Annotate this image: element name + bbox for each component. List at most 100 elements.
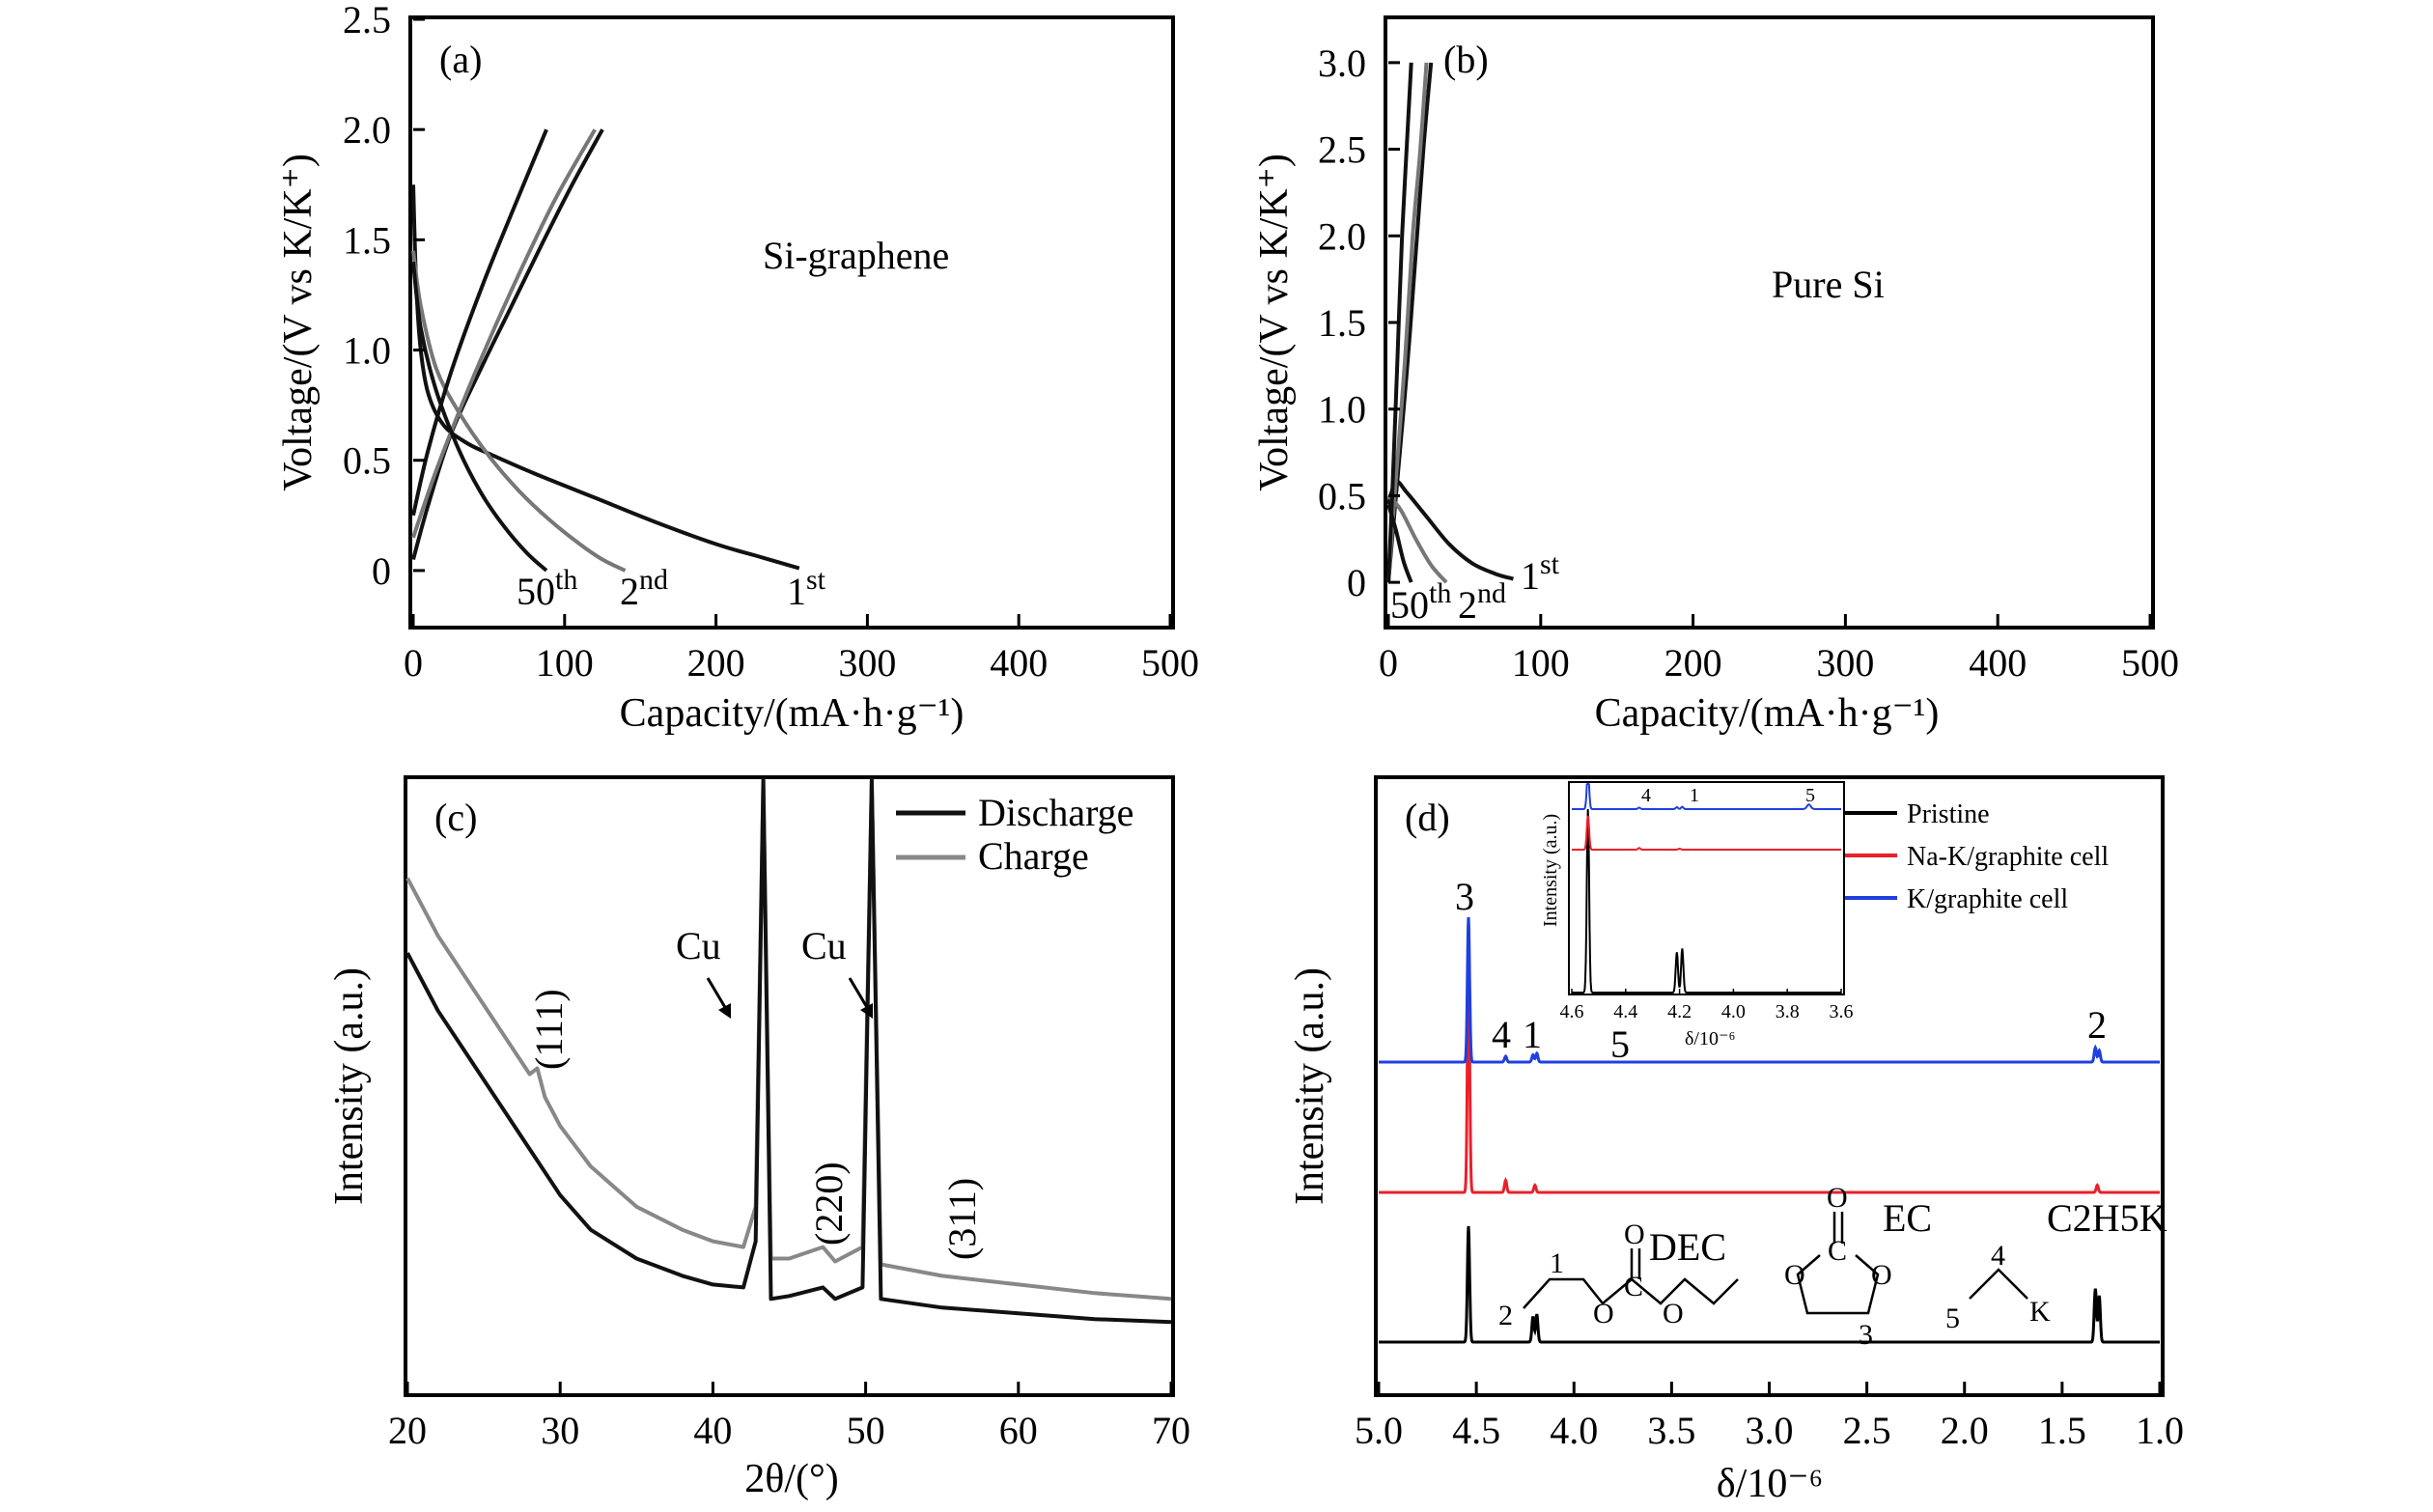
panel-d-x-ticks: 5.0 4.5 4.0 3.5 3.0 2.5 2.0 1.5 1.0 <box>1355 1382 2184 1452</box>
panel-b-ytick-label: 3.0 <box>1318 42 1366 85</box>
legend-label-charge: Charge <box>978 834 1089 878</box>
panel-b-xtick-label: 200 <box>1664 641 1722 685</box>
panel-b-ytick-label: 2.0 <box>1318 214 1366 258</box>
panel-c-x-axis-label: 2θ/(°) <box>744 1457 839 1501</box>
panel-a-cycle-label-50th: 50th <box>517 564 577 613</box>
inset-x-axis-label: δ/10⁻⁶ <box>1685 1028 1736 1050</box>
inset-xtick-label: 4.0 <box>1721 1001 1746 1022</box>
panel-c-cu-label-2: Cu <box>801 924 847 967</box>
panel-c-xtick-label: 50 <box>847 1409 885 1452</box>
c2h5k-structure-diagram <box>1969 1268 2028 1300</box>
panel-c-peak-220: (220) <box>807 1162 851 1246</box>
panel-d-peak-label-2: 2 <box>2087 1003 2107 1047</box>
panel-d-xtick-label: 3.0 <box>1746 1409 1794 1452</box>
panel-a-y-ticks: 0 0.5 1.0 1.5 2.0 2.5 <box>343 0 425 593</box>
inset-curves <box>1572 783 1841 994</box>
panel-a-plot-frame <box>408 15 1175 630</box>
panel-d-plot-frame <box>1374 775 2165 1397</box>
dec-atom-c: C <box>1624 1271 1643 1302</box>
panel-c-y-axis-label: Intensity (a.u.) <box>327 967 372 1205</box>
panel-d-xtick-label: 1.5 <box>2038 1409 2086 1452</box>
panel-c-cu-arrow-1 <box>706 977 728 1010</box>
panel-c-peak-111: (111) <box>527 989 571 1070</box>
c2h5k-atom-5: 5 <box>1945 1302 1960 1334</box>
panel-d-peak-label-4: 4 <box>1492 1013 1511 1056</box>
dec-structure-label: DEC <box>1649 1225 1726 1269</box>
panel-a-annotation: Si-graphene <box>763 234 949 277</box>
panel-a-x-ticks: 0 100 200 300 400 500 <box>404 614 1199 685</box>
ec-atom-o-right: O <box>1871 1259 1892 1291</box>
inset-xtick-label: 4.2 <box>1667 1001 1692 1022</box>
panel-b-cycle-label-50th: 50th <box>1390 577 1451 627</box>
dec-atom-o-left: O <box>1593 1298 1614 1330</box>
panel-b-voltage-profile-pure-si: 0 0.5 1.0 1.5 2.0 2.5 3.0 0 100 200 300 400 500 (b)… <box>1252 15 2179 736</box>
inset-y-axis-label: Intensity (a.u.) <box>1540 814 1561 927</box>
c2h5k-atom-k: K <box>2029 1296 2051 1328</box>
panel-b-xtick-label: 300 <box>1816 641 1874 685</box>
panel-a-ytick-label: 0.5 <box>343 439 391 483</box>
panel-a-cycle-label-2nd: 2nd <box>620 564 668 613</box>
panel-b-label: (b) <box>1443 38 1489 81</box>
ec-structure-diagram <box>1796 1212 1880 1315</box>
panel-b-annotation: Pure Si <box>1772 263 1885 306</box>
panel-a-y-axis-label: Voltage/(V vs K/K⁺) <box>276 154 321 491</box>
panel-c-xtick-label: 40 <box>693 1409 732 1452</box>
inset-series-1 <box>1572 808 1841 994</box>
inset-series-2 <box>1572 815 1841 851</box>
panel-a-xtick-label: 100 <box>536 641 594 685</box>
panel-d-xtick-label: 3.5 <box>1647 1409 1695 1452</box>
panel-b-xtick-label: 500 <box>2121 641 2179 685</box>
panel-a-x-axis-label: Capacity/(mA·h·g⁻¹) <box>620 691 965 736</box>
panel-d-xtick-label: 2.0 <box>1941 1409 1989 1452</box>
panel-a-curve-4 <box>411 128 597 539</box>
panel-c-cu-arrowhead-2 <box>860 1003 873 1019</box>
ec-atom-3: 3 <box>1859 1319 1873 1351</box>
panel-a-ytick-label: 0 <box>372 549 391 593</box>
panel-d-xtick-label: 2.5 <box>1843 1409 1891 1452</box>
panel-d-inset: 4.6 4.4 4.2 4.0 3.8 3.6 Intensity (a.u.) δ/10… <box>1540 781 1854 1050</box>
panel-a-curve-1 <box>411 184 800 571</box>
panel-a-ytick-label: 1.5 <box>343 218 391 262</box>
panel-c-cu-arrowhead-1 <box>718 1003 731 1019</box>
inset-xtick-label: 4.4 <box>1613 1001 1637 1022</box>
dec-atom-1: 1 <box>1550 1247 1564 1279</box>
panel-d-series-1 <box>1379 1225 2160 1344</box>
inset-peak-label-1: 1 <box>1690 785 1699 806</box>
panel-c-legend: Discharge Charge <box>896 791 1133 878</box>
panel-d-xtick-label: 5.0 <box>1355 1409 1403 1452</box>
panel-c-xrd-pattern: 20 30 40 50 60 70 (c) 2θ/(°) Intensity (a.u.)… <box>327 775 1190 1501</box>
ec-atom-o-top: O <box>1827 1182 1848 1214</box>
panel-c-cu-arrow-2 <box>848 977 870 1010</box>
panel-c-cu-label-1: Cu <box>676 924 721 967</box>
panel-a-curve-6 <box>411 128 548 517</box>
panel-b-cycle-label-1st: 1st <box>1521 548 1560 598</box>
panel-d-x-axis-label: δ/10⁻⁶ <box>1717 1462 1823 1506</box>
legend-label-discharge: Discharge <box>978 791 1133 834</box>
panel-b-y-axis-label: Voltage/(V vs K/K⁺) <box>1252 154 1297 491</box>
panel-c-label: (c) <box>434 796 477 839</box>
panel-a-curve-3 <box>411 250 627 573</box>
inset-xtick-label: 4.6 <box>1560 1001 1584 1022</box>
panel-c-peak-311: (311) <box>940 1178 984 1260</box>
panel-d-series-2 <box>1379 950 2160 1194</box>
panel-d-peak-label-1: 1 <box>1523 1013 1542 1056</box>
inset-peak-label-4: 4 <box>1641 785 1651 806</box>
ec-atom-o-left: O <box>1784 1259 1805 1291</box>
panel-a-xtick-label: 400 <box>990 641 1048 685</box>
panel-c-xtick-label: 70 <box>1152 1409 1190 1452</box>
panel-a-curve-2 <box>411 128 604 561</box>
panel-a-xtick-label: 0 <box>404 641 423 685</box>
panel-c-series-discharge <box>406 778 1172 1325</box>
inset-frame <box>1568 781 1845 995</box>
panel-d-peak-label-5: 5 <box>1610 1022 1630 1066</box>
dec-structure-diagram <box>1523 1248 1739 1309</box>
panel-c-xtick-label: 60 <box>999 1409 1038 1452</box>
panel-d-xtick-label: 4.5 <box>1452 1409 1500 1452</box>
panel-d-peak-label-3: 3 <box>1455 875 1474 918</box>
panel-d-label: (d) <box>1405 796 1450 839</box>
panel-c-plot-frame <box>404 775 1175 1397</box>
dec-atom-2: 2 <box>1498 1300 1513 1331</box>
panel-b-ytick-label: 0.5 <box>1318 474 1366 518</box>
dec-atom-o-right: O <box>1663 1298 1684 1330</box>
